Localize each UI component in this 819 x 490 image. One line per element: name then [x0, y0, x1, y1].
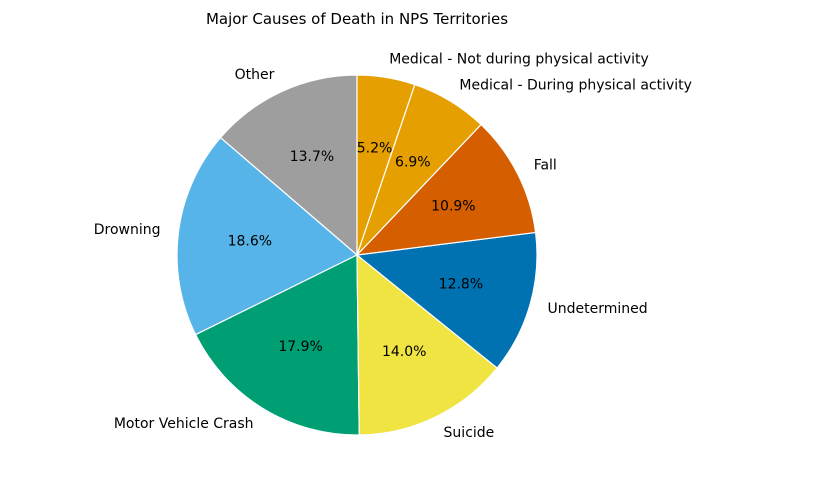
slice-labels: Other Drowning Motor Vehicle Crash Suicide U… — [94, 52, 692, 441]
pct-label-medical-not-during-physical-activity: 5.2% — [357, 140, 393, 156]
pct-label-other: 13.7% — [290, 149, 334, 165]
pie-slice-medical-not-during-physical-activity — [356, 74, 416, 256]
pie-slice-other — [219, 74, 358, 257]
chart-title: Major Causes of Death in NPS Territories — [206, 10, 508, 28]
pie-slices — [176, 74, 538, 436]
pct-label-undetermined: 12.8% — [439, 276, 483, 292]
pct-label-suicide: 14.0% — [382, 344, 426, 360]
pct-label-medical-during-physical-activity: 6.9% — [395, 155, 431, 171]
pct-label-motor-vehicle-crash: 17.9% — [278, 339, 322, 355]
slice-label-other: Other — [235, 67, 275, 83]
pie-slice-motor-vehicle-crash — [194, 254, 360, 436]
pct-label-drowning: 18.6% — [228, 233, 272, 249]
slice-label-undetermined: Undetermined — [547, 301, 647, 317]
slice-label-motor-vehicle-crash: Motor Vehicle Crash — [114, 416, 254, 432]
pie-slice-suicide — [356, 253, 498, 436]
slice-label-suicide: Suicide — [444, 425, 495, 441]
pct-label-fall: 10.9% — [431, 198, 475, 214]
pie-slice-undetermined — [355, 231, 538, 369]
pie-slice-fall — [355, 123, 537, 256]
percent-labels: 13.7% 18.6% 17.9% 14.0% 12.8% 10.9% 6.9%5.2% — [228, 140, 484, 360]
slice-label-drowning: Drowning — [94, 222, 161, 238]
slice-label-medical-during-physical-activity: Medical - During physical activity — [459, 78, 692, 94]
slice-label-medical-not-during-physical-activity: Medical - Not during physical activity — [389, 52, 649, 68]
slice-label-fall: Fall — [534, 158, 557, 174]
pie-slice-drowning — [176, 136, 359, 336]
